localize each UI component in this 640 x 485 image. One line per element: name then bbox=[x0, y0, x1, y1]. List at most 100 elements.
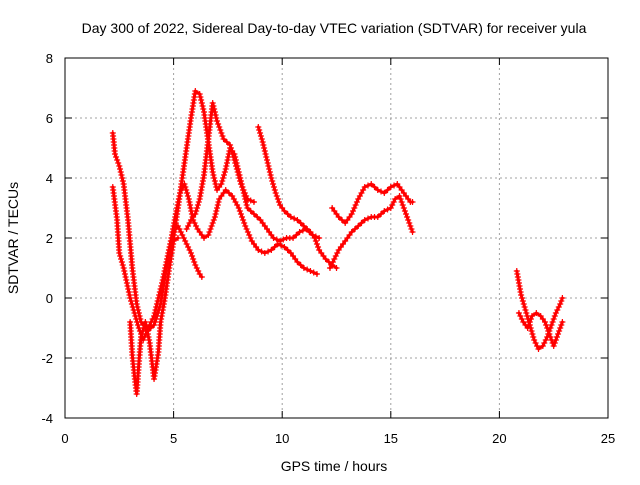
data-point-interp bbox=[263, 154, 270, 160]
data-point-interp bbox=[293, 232, 300, 238]
data-point-interp bbox=[239, 214, 246, 220]
data-point-interp bbox=[195, 199, 202, 205]
data-point bbox=[250, 211, 257, 217]
data-point-interp bbox=[235, 172, 242, 178]
data-point bbox=[244, 205, 251, 211]
data-point-interp bbox=[233, 163, 240, 169]
data-point-interp bbox=[234, 169, 241, 175]
data-point-interp bbox=[558, 298, 565, 304]
data-point bbox=[546, 331, 553, 337]
data-point bbox=[300, 265, 307, 271]
series-track-g bbox=[329, 181, 416, 226]
data-point-interp bbox=[553, 334, 560, 340]
data-point bbox=[396, 193, 403, 199]
data-point-interp bbox=[237, 178, 244, 184]
data-point-interp bbox=[125, 289, 132, 295]
data-point-interp bbox=[270, 184, 277, 190]
data-point bbox=[222, 166, 229, 172]
data-point-interp bbox=[152, 307, 159, 313]
data-point-interp bbox=[189, 253, 196, 259]
data-point-interp bbox=[271, 187, 278, 193]
data-point-interp bbox=[194, 205, 201, 211]
data-point-interp bbox=[525, 322, 532, 328]
data-point-interp bbox=[143, 325, 150, 331]
data-point-interp bbox=[153, 304, 160, 310]
data-point bbox=[235, 205, 242, 211]
data-point-interp bbox=[265, 248, 272, 255]
data-point bbox=[218, 181, 225, 187]
data-point-interp bbox=[129, 304, 136, 310]
data-point-interp bbox=[520, 301, 527, 307]
data-point-interp bbox=[211, 106, 218, 112]
data-point-interp bbox=[236, 208, 243, 214]
x-tick-label: 5 bbox=[170, 431, 177, 446]
data-point-interp bbox=[247, 197, 254, 204]
data-point bbox=[111, 151, 118, 157]
data-point-interp bbox=[265, 163, 272, 169]
data-point-interp bbox=[247, 235, 254, 241]
data-point-interp bbox=[549, 319, 556, 325]
data-point bbox=[127, 295, 134, 301]
data-point bbox=[259, 139, 266, 145]
data-point-interp bbox=[145, 334, 152, 340]
data-point-interp bbox=[556, 328, 563, 334]
data-point bbox=[528, 313, 535, 319]
data-point bbox=[138, 334, 145, 340]
data-point-interp bbox=[291, 215, 298, 222]
data-point-interp bbox=[154, 298, 161, 304]
data-points bbox=[109, 88, 566, 397]
data-point-interp bbox=[551, 313, 558, 319]
data-point-interp bbox=[338, 217, 345, 223]
data-point bbox=[313, 271, 320, 277]
data-point bbox=[237, 181, 244, 187]
data-point bbox=[268, 247, 275, 253]
data-point bbox=[361, 184, 368, 190]
y-tick-label: 0 bbox=[46, 291, 53, 306]
data-point-interp bbox=[210, 217, 217, 223]
tick-labels: 0 5 10 15 20 25 -4 -2 0 2 4 6 8 bbox=[41, 51, 615, 446]
data-point-interp bbox=[270, 181, 277, 187]
data-point bbox=[220, 136, 227, 142]
data-point-interp bbox=[312, 238, 319, 244]
data-point-interp bbox=[262, 151, 269, 157]
data-point-interp bbox=[119, 178, 126, 184]
data-point-interp bbox=[212, 211, 219, 217]
data-point-interp bbox=[115, 160, 122, 166]
data-point-interp bbox=[557, 325, 564, 331]
series-track-f bbox=[255, 124, 340, 271]
data-point-interp bbox=[384, 206, 391, 213]
data-point-interp bbox=[123, 277, 130, 283]
data-point bbox=[205, 232, 212, 238]
data-point-interp bbox=[397, 196, 404, 202]
data-point bbox=[196, 91, 203, 97]
data-point-interp bbox=[246, 232, 253, 238]
data-point bbox=[559, 319, 566, 325]
data-point-interp bbox=[117, 169, 124, 175]
data-point-interp bbox=[118, 172, 125, 178]
data-point-interp bbox=[378, 188, 385, 195]
data-point-interp bbox=[240, 187, 247, 193]
data-point bbox=[307, 268, 314, 274]
data-point-interp bbox=[258, 136, 265, 142]
data-point-interp bbox=[297, 220, 304, 226]
plot-frame bbox=[64, 57, 609, 419]
data-point-interp bbox=[353, 199, 360, 205]
data-point-interp bbox=[121, 271, 128, 277]
data-point-interp bbox=[184, 193, 191, 199]
series-track-j bbox=[515, 310, 566, 349]
data-point-interp bbox=[304, 266, 311, 273]
data-point-interp bbox=[371, 184, 378, 190]
data-point bbox=[368, 181, 375, 187]
data-point bbox=[270, 235, 277, 241]
data-point-interp bbox=[199, 103, 206, 109]
data-point-interp bbox=[256, 127, 263, 133]
data-point bbox=[333, 265, 340, 271]
data-point-interp bbox=[544, 325, 551, 331]
data-point-interp bbox=[142, 322, 149, 328]
data-point bbox=[201, 235, 208, 241]
data-point-interp bbox=[117, 166, 124, 172]
data-point-interp bbox=[134, 319, 141, 325]
data-point-interp bbox=[403, 211, 410, 217]
data-point-interp bbox=[521, 304, 528, 310]
